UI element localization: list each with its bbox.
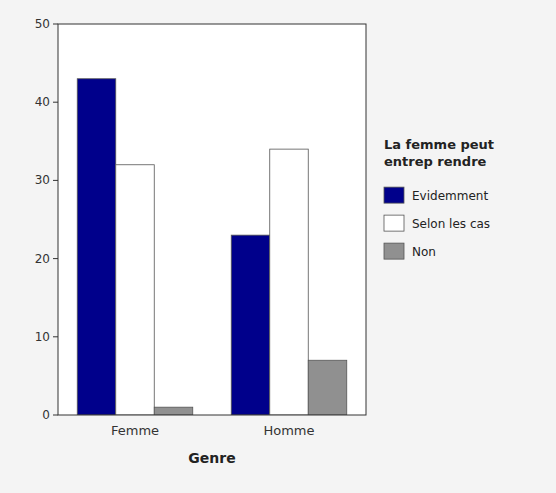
x-axis-label: Genre	[188, 450, 235, 466]
y-tick-label: 10	[35, 330, 50, 344]
y-tick	[53, 258, 58, 259]
chart-container: 0 10 20 30 40 50 Femme Homme Genre La femme peute…	[0, 0, 556, 493]
y-tick-label: 30	[35, 173, 50, 187]
bar	[231, 235, 270, 415]
legend-swatch	[384, 215, 404, 231]
y-tick	[53, 180, 58, 181]
y-tick	[53, 102, 58, 103]
y-tick-label: 50	[35, 17, 50, 31]
bars	[77, 79, 347, 415]
bar	[308, 360, 347, 415]
background	[0, 0, 556, 493]
legend-swatch	[384, 187, 404, 203]
y-tick-label: 0	[42, 408, 50, 422]
bar	[77, 79, 116, 415]
legend-title: La femme peutentrep rendre	[384, 137, 494, 169]
legend-label: Evidemment	[412, 189, 488, 203]
y-tick	[53, 336, 58, 337]
legend-label: Selon les cas	[412, 217, 490, 231]
y-tick-label: 40	[35, 95, 50, 109]
legend-swatch	[384, 243, 404, 259]
bar	[154, 407, 193, 415]
y-tick-label: 20	[35, 252, 50, 266]
axes: 0 10 20 30 40 50	[35, 17, 58, 422]
chart: 0 10 20 30 40 50 Femme Homme Genre La femme peute…	[0, 0, 556, 493]
legend: La femme peutentrep rendre Evidemment Selo…	[384, 137, 494, 259]
bar	[116, 165, 155, 415]
bar	[270, 149, 309, 415]
x-tick-label: Homme	[263, 423, 314, 438]
y-tick	[53, 415, 58, 416]
x-tick-label: Femme	[111, 423, 159, 438]
legend-label: Non	[412, 245, 436, 259]
y-tick	[53, 24, 58, 25]
plot-frame	[58, 24, 366, 415]
plot-area	[58, 24, 366, 415]
